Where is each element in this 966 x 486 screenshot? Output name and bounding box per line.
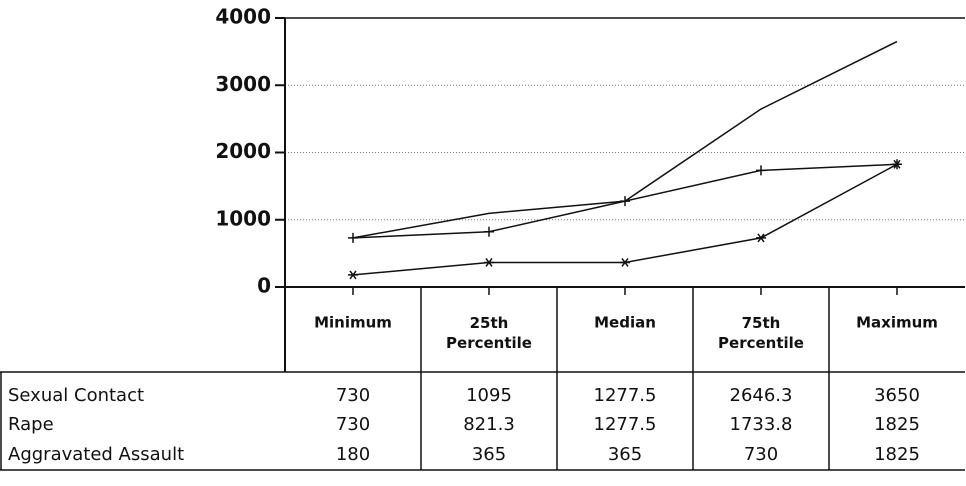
marker-plus	[484, 226, 494, 237]
table-cell: 1733.8	[730, 414, 793, 435]
marker-star	[348, 270, 358, 280]
marker-plus	[620, 196, 630, 207]
y-tick-label: 2000	[215, 139, 271, 163]
table-cell: 2646.3	[730, 385, 793, 406]
table-cell: 1277.5	[594, 414, 657, 435]
marker-plus	[756, 165, 766, 176]
y-tick-label: 1000	[215, 206, 271, 230]
y-tick-label: 4000	[215, 5, 271, 29]
row-label: Sexual Contact	[8, 385, 144, 406]
table-cell: 730	[336, 414, 370, 435]
y-tick-label: 3000	[215, 72, 271, 96]
x-tick-label: 25th Percentile	[446, 314, 532, 352]
table-cell: 1825	[874, 444, 920, 465]
table-cell: 730	[336, 385, 370, 406]
x-tick-label: 75th Percentile	[718, 314, 804, 352]
x-tick-label: Maximum	[856, 314, 938, 332]
table-cell: 730	[744, 444, 778, 465]
table-cell: 180	[336, 444, 370, 465]
row-label: Rape	[8, 414, 54, 435]
table-cell: 365	[608, 444, 642, 465]
table-cell: 3650	[874, 385, 920, 406]
marker-star	[620, 258, 630, 267]
marker-star	[892, 159, 902, 169]
label-line: 75th	[742, 314, 781, 332]
y-tick-label: 0	[257, 274, 271, 298]
label-line: 25th	[470, 314, 509, 332]
table-cell: 821.3	[463, 414, 515, 435]
table-cell: 1825	[874, 414, 920, 435]
marker-star	[484, 258, 494, 267]
x-tick-label: Median	[594, 314, 656, 332]
marker-star	[756, 233, 766, 243]
table-cell: 365	[472, 444, 506, 465]
table-cell: 1095	[466, 385, 512, 406]
label-line: Percentile	[718, 334, 804, 352]
label-line: Percentile	[446, 334, 532, 352]
marker-plus	[348, 232, 358, 243]
table-cell: 1277.5	[594, 385, 657, 406]
row-label: Aggravated Assault	[8, 444, 184, 465]
x-tick-label: Minimum	[314, 314, 392, 332]
